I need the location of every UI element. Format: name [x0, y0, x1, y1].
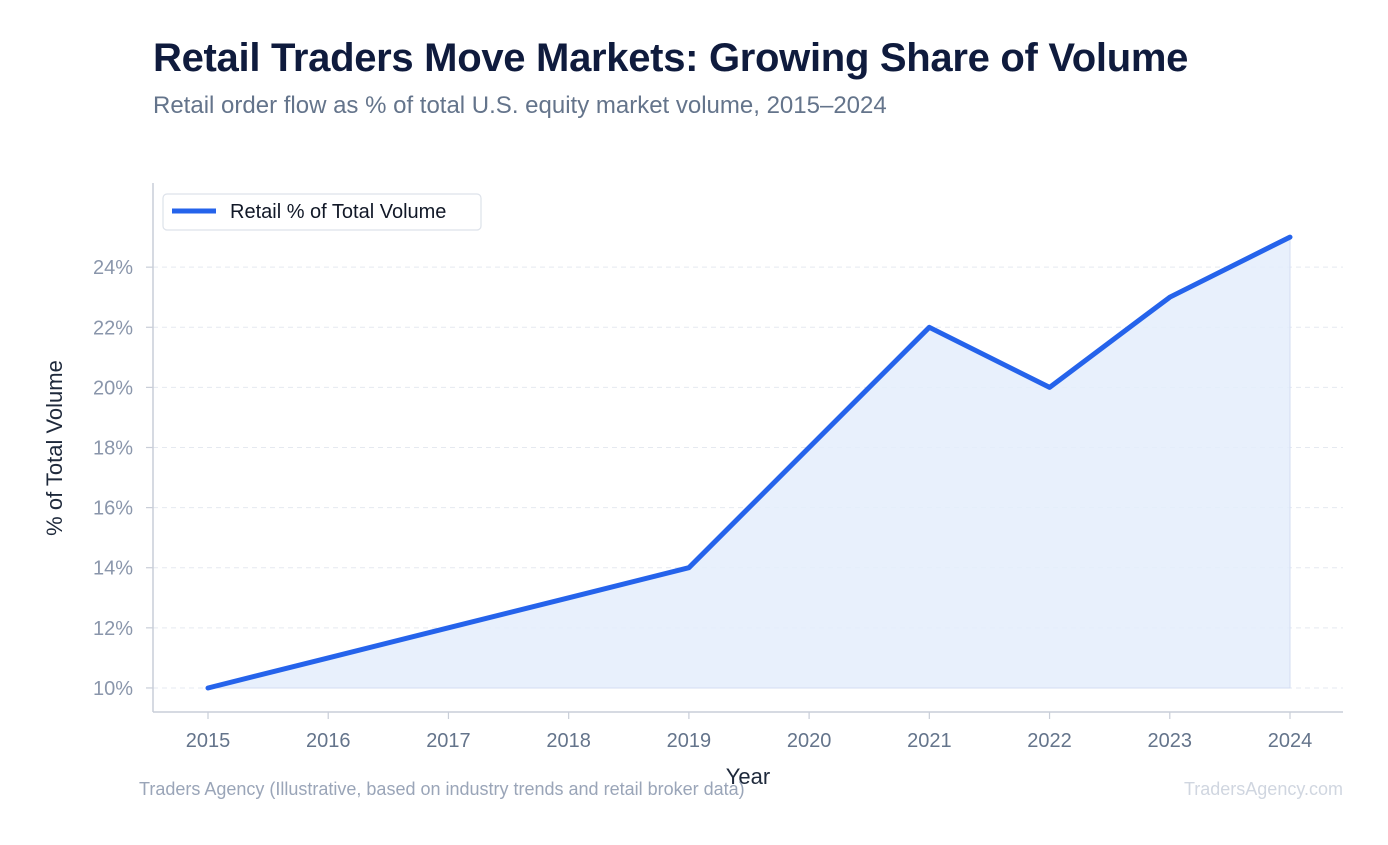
series-line: [205, 234, 1293, 691]
legend-box: [162, 193, 482, 231]
y-tick-label: 14%: [93, 558, 133, 580]
chart-subtitle: Retail order flow as % of total U.S. equ…: [153, 92, 887, 119]
y-tick-label: 10%: [93, 678, 133, 700]
y-tick-label: 16%: [93, 498, 133, 520]
y-tick-label: 22%: [93, 317, 133, 339]
x-ticks: 2015 2016 2017 2018 2019 2020 2021 2022 2023 2024: [186, 712, 1313, 752]
y-tick-label: 18%: [93, 438, 133, 460]
x-tick-label: 2022: [1027, 730, 1072, 752]
legend: Retail % of Total Volume: [162, 193, 482, 231]
x-tick-label: 2018: [546, 730, 591, 752]
x-tick-label: 2016: [306, 730, 351, 752]
brand-watermark: TradersAgency.com: [1183, 779, 1343, 799]
legend-label: Retail % of Total Volume: [230, 201, 446, 223]
y-tick-label: 12%: [93, 618, 133, 640]
x-tick-label: 2017: [426, 730, 471, 752]
source-note: Traders Agency (Illustrative, based on i…: [139, 779, 745, 799]
area-fill: [207, 236, 1291, 689]
x-tick-label: 2024: [1268, 730, 1313, 752]
y-ticks: 10% 12% 14% 16% 18% 20% 22% 24%: [93, 257, 153, 700]
x-tick-label: 2020: [787, 730, 832, 752]
x-tick-label: 2021: [907, 730, 952, 752]
y-tick-label: 24%: [93, 257, 133, 279]
y-axis-label: % of Total Volume: [42, 360, 67, 536]
x-tick-label: 2019: [667, 730, 712, 752]
x-tick-label: 2023: [1148, 730, 1193, 752]
y-tick-label: 20%: [93, 377, 133, 399]
chart-title: Retail Traders Move Markets: Growing Sha…: [153, 36, 1189, 80]
x-axis-label: Year: [726, 764, 770, 789]
x-tick-label: 2015: [186, 730, 231, 752]
